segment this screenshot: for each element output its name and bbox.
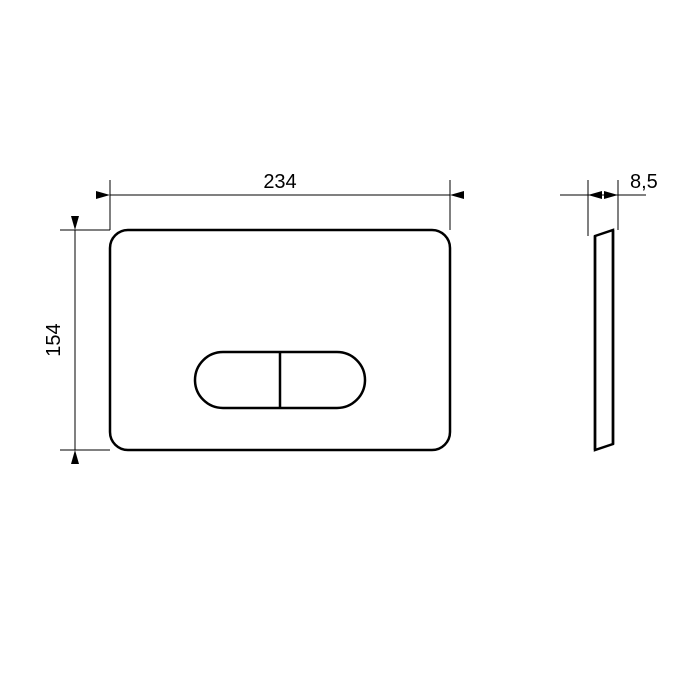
- dim-width-label: 234: [263, 171, 296, 193]
- plate-outline: [110, 230, 450, 450]
- dim-height-label: 154: [43, 323, 65, 356]
- side-outline: [595, 230, 613, 450]
- dim-depth-label: 8,5: [630, 171, 658, 193]
